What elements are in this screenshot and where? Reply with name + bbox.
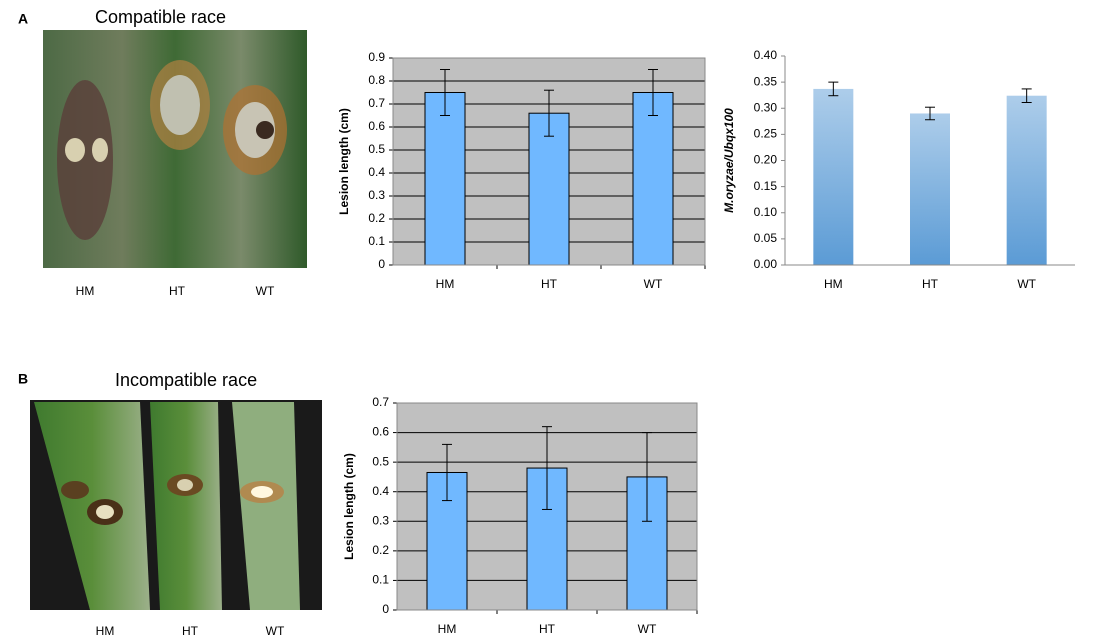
bar xyxy=(633,93,673,266)
y-tick-label: 0.20 xyxy=(754,153,778,167)
photo xyxy=(30,400,322,610)
y-tick-label: 0.7 xyxy=(372,395,389,409)
x-tick-label: WT xyxy=(638,622,657,636)
y-axis-label: Lesion length (cm) xyxy=(337,108,351,215)
y-tick-label: 0.8 xyxy=(368,73,385,87)
x-tick-label: HT xyxy=(922,277,939,291)
y-tick-label: 0.7 xyxy=(368,96,385,110)
panel-title: Compatible race xyxy=(95,7,226,27)
photo-label: HT xyxy=(169,284,186,298)
photo-label: WT xyxy=(266,624,285,638)
y-tick-label: 0.4 xyxy=(372,484,389,498)
page: A Compatible race HM HT WT B Incompatibl… xyxy=(0,0,1099,640)
x-tick-label: HM xyxy=(824,277,843,291)
x-tick-label: WT xyxy=(1017,277,1036,291)
y-tick-label: 0 xyxy=(382,602,389,616)
chart: 0 0.1 0.2 0.3 0.4 0.5 0.6 0.7 0.8 0.9 Lesion lengt… xyxy=(337,50,705,291)
x-tick-label: WT xyxy=(644,277,663,291)
y-tick-label: 0.30 xyxy=(754,100,778,114)
y-tick-label: 0.5 xyxy=(372,454,389,468)
chart: 0 0.1 0.2 0.3 0.4 0.5 0.6 0.7 Lesion length (cm)… xyxy=(342,395,697,636)
x-tick-label: HM xyxy=(436,277,455,291)
bar xyxy=(1007,96,1047,265)
panel-label: A xyxy=(18,11,28,27)
photo-label: WT xyxy=(256,284,275,298)
x-tick-label: HM xyxy=(438,622,457,636)
y-tick-label: 0.3 xyxy=(372,513,389,527)
y-tick-label: 0 xyxy=(378,257,385,271)
x-tick-label: HT xyxy=(539,622,556,636)
y-tick-label: 0.25 xyxy=(754,127,778,141)
y-tick-label: 0.35 xyxy=(754,74,778,88)
x-tick-label: HT xyxy=(541,277,558,291)
figure: A Compatible race HM HT WT B Incompatibl… xyxy=(0,0,1099,640)
y-tick-label: 0.1 xyxy=(368,234,385,248)
y-tick-label: 0.00 xyxy=(754,257,778,271)
photo xyxy=(43,30,307,268)
y-tick-label: 0.1 xyxy=(372,573,389,587)
y-tick-label: 0.6 xyxy=(372,425,389,439)
y-tick-label: 0.2 xyxy=(368,211,385,225)
y-tick-label: 0.3 xyxy=(368,188,385,202)
y-tick-label: 0.05 xyxy=(754,231,778,245)
y-tick-label: 0.6 xyxy=(368,119,385,133)
photo-label: HT xyxy=(182,624,199,638)
chart: 0.00 0.05 0.10 0.15 0.20 0.25 0.30 0.35 0.40 M.or… xyxy=(722,48,1075,291)
y-tick-label: 0.4 xyxy=(368,165,385,179)
y-axis-label: Lesion length (cm) xyxy=(342,453,356,560)
bar xyxy=(813,89,853,265)
y-tick-label: 0.2 xyxy=(372,543,389,557)
y-tick-label: 0.9 xyxy=(368,50,385,64)
y-tick-label: 0.15 xyxy=(754,179,778,193)
y-axis-label: M.oryzae/Ubqx100 xyxy=(722,108,736,213)
photo-label: HM xyxy=(96,624,115,638)
bar xyxy=(910,113,950,265)
bar xyxy=(425,93,465,266)
panel-title: Incompatible race xyxy=(115,370,257,390)
y-tick-label: 0.5 xyxy=(368,142,385,156)
y-tick-label: 0.40 xyxy=(754,48,778,62)
panel-label: B xyxy=(18,371,28,387)
y-tick-label: 0.10 xyxy=(754,205,778,219)
photo-label: HM xyxy=(76,284,95,298)
